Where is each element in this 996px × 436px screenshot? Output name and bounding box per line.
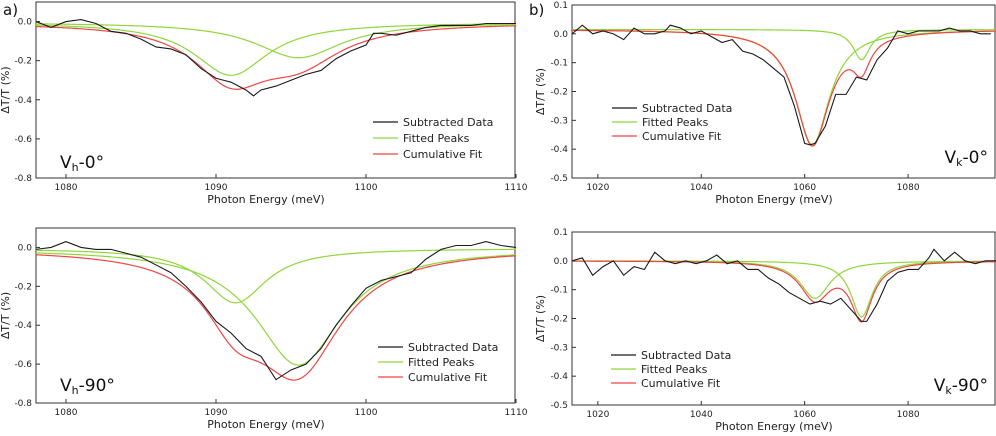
legend-label: Fitted Peaks: [642, 116, 709, 129]
panel-4: 1020 1040 1060 1080 0.1 0.0 -0.1 -0.2 -0.3 -0.4 -0…: [534, 228, 996, 433]
fitted-peak-1-line: [36, 23, 516, 76]
cumulative-fit-line: [36, 25, 516, 90]
legend-label: Fitted Peaks: [408, 356, 475, 369]
y-tick-label: 0.0: [554, 30, 569, 40]
panel-annotation: Vk-90°: [934, 376, 988, 397]
y-tick-label: -0.1: [550, 286, 568, 296]
y-tick-label: 0.1: [554, 1, 568, 11]
legend-label: Fitted Peaks: [403, 132, 470, 145]
x-tick-label: 1040: [690, 183, 713, 193]
y-tick-label: -0.4: [14, 321, 32, 331]
panel-annotation: Vk-0°: [945, 148, 988, 169]
x-tick-label: 1080: [897, 183, 920, 193]
legend-label: Cumulative Fit: [641, 377, 721, 390]
legend-label: Cumulative Fit: [642, 130, 722, 143]
y-tick-label: -0.3: [550, 116, 568, 126]
x-tick-label: 1020: [586, 183, 609, 193]
fitted-peak-1-line: [36, 248, 516, 304]
x-tick-label: 1100: [355, 408, 378, 418]
subtracted-data-line: [36, 19, 516, 97]
y-axis-title: ΔT/T (%): [0, 66, 12, 113]
x-tick-label: 1020: [586, 410, 609, 420]
fitted-peak-1-line: [572, 29, 996, 146]
subtracted-data-line: [572, 24, 991, 146]
legend-label: Subtracted Data: [408, 341, 498, 354]
plot-frame: [35, 227, 516, 404]
y-tick-label: -0.8: [14, 399, 32, 409]
panel-label: a): [3, 1, 18, 19]
legend: Subtracted Data Fitted Peaks Cumulative Fi…: [378, 341, 498, 384]
legend-label: Fitted Peaks: [641, 363, 708, 376]
y-tick-label: -0.3: [550, 343, 568, 353]
x-tick-label: 1090: [205, 408, 228, 418]
panel-label: b): [529, 1, 544, 19]
legend-label: Cumulative Fit: [403, 148, 483, 161]
y-tick-label: -0.2: [14, 57, 32, 67]
y-tick-label: -0.4: [550, 372, 568, 382]
subtracted-data-line: [36, 241, 516, 381]
y-tick-label: -0.4: [14, 96, 32, 106]
x-tick-label: 1040: [690, 410, 713, 420]
y-tick-label: -0.2: [550, 88, 568, 98]
legend-label: Subtracted Data: [641, 349, 731, 362]
y-tick-label: -0.6: [14, 360, 32, 370]
legend-label: Subtracted Data: [403, 116, 493, 129]
y-tick-label: -0.1: [550, 59, 568, 69]
x-tick-label: 1060: [793, 183, 816, 193]
subtracted-data-line: [572, 248, 996, 322]
panel-annotation: Vh-90°: [60, 376, 115, 397]
panel-2: 1080 1090 1100 1110 0.0 -0.2 -0.4 -0.6 -0.8 Photo…: [0, 227, 528, 431]
x-tick-label: 1080: [55, 408, 78, 418]
y-tick-label: 0.1: [554, 228, 568, 238]
cumulative-fit-line: [572, 260, 996, 323]
y-axis-title: ΔT/T (%): [0, 292, 12, 339]
x-tick-label: 1110: [505, 408, 528, 418]
plot-frame: [35, 1, 516, 179]
panel-1: 1080 1090 1100 1110 0.0 -0.2 -0.4 -0.6 -0.8 Photo…: [0, 1, 528, 206]
x-tick-label: 1080: [55, 183, 78, 193]
legend-label: Cumulative Fit: [408, 371, 488, 384]
legend: Subtracted Data Fitted Peaks Cumulative Fi…: [373, 116, 493, 161]
x-tick-label: 1090: [205, 183, 228, 193]
fitted-peak-2-line: [36, 23, 516, 59]
y-axis-title: ΔT/T (%): [534, 295, 547, 342]
panel-3: 1020 1040 1060 1080 0.1 0.0 -0.1 -0.2 -0.3 -0.4 -0…: [529, 1, 996, 206]
x-tick-label: 1100: [355, 183, 378, 193]
y-tick-label: -0.4: [550, 145, 568, 155]
y-tick-label: 0.0: [18, 18, 33, 28]
y-tick-label: -0.2: [14, 282, 32, 292]
x-axis-title: Photon Energy (meV): [715, 420, 832, 433]
x-tick-label: 1080: [897, 410, 920, 420]
plot-frame: [571, 231, 996, 406]
y-tick-label: -0.5: [550, 401, 568, 411]
y-axis-title: ΔT/T (%): [534, 68, 547, 115]
y-tick-label: 0.0: [554, 257, 569, 267]
y-tick-label: -0.5: [550, 174, 568, 184]
fitted-peak-2-line: [572, 28, 996, 61]
x-axis-title: Photon Energy (meV): [715, 193, 832, 206]
cumulative-fit-line: [36, 254, 516, 381]
x-tick-label: 1060: [793, 410, 816, 420]
x-tick-label: 1110: [505, 183, 528, 193]
fitted-peak-2-line: [572, 260, 996, 318]
x-axis-title: Photon Energy (meV): [207, 418, 324, 431]
cumulative-fit-line: [572, 29, 996, 147]
y-tick-label: -0.6: [14, 135, 32, 145]
legend-label: Subtracted Data: [642, 102, 732, 115]
x-axis-title: Photon Energy (meV): [207, 193, 324, 206]
y-tick-label: -0.8: [14, 174, 32, 184]
fitted-peak-2-line: [36, 252, 516, 366]
y-tick-label: 0.0: [18, 243, 33, 253]
y-tick-label: -0.2: [550, 315, 568, 325]
panel-annotation: Vh-0°: [60, 153, 104, 174]
